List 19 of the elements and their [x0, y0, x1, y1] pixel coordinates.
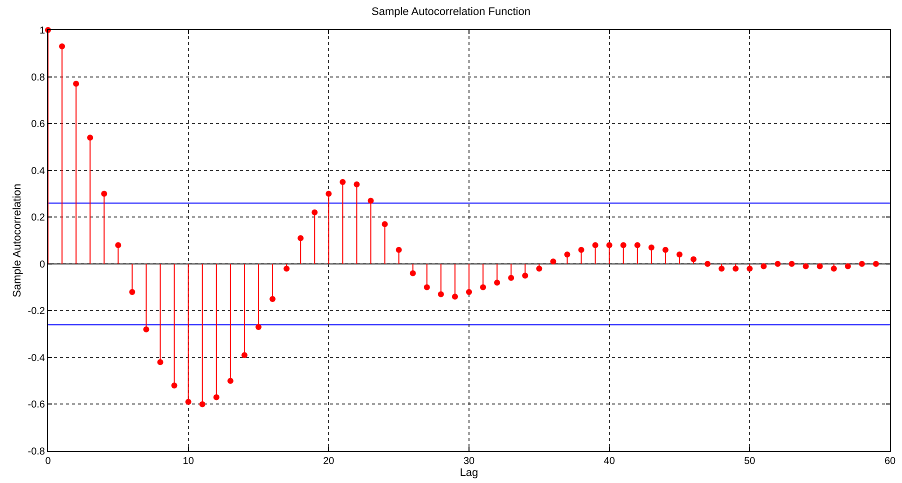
y-tick-label: 1: [39, 26, 46, 36]
y-tick-label: 0.2: [31, 212, 46, 224]
y-tick-label: 0.8: [31, 72, 46, 84]
y-axis-title: Sample Autocorrelation: [11, 184, 24, 298]
x-tick-label: 50: [744, 456, 756, 467]
x-tick-label: 10: [182, 456, 194, 467]
y-tick-label: -0.8: [28, 446, 46, 458]
y-tick-label: 0: [39, 259, 46, 270]
x-tick-label: 60: [884, 456, 896, 467]
x-tick-label: 40: [604, 456, 616, 467]
y-tick-label: -0.4: [28, 352, 46, 364]
x-axis-title: Lag: [460, 467, 478, 480]
y-tick-label: 0.6: [31, 119, 46, 130]
x-tick-label: 20: [323, 456, 335, 467]
y-tick-label: -0.2: [28, 306, 46, 318]
chart-title: Sample Autocorrelation Function: [372, 6, 530, 18]
y-tick-label: -0.6: [28, 400, 46, 411]
y-tick-label: 0.4: [31, 166, 46, 177]
x-tick-label: 30: [463, 456, 475, 467]
